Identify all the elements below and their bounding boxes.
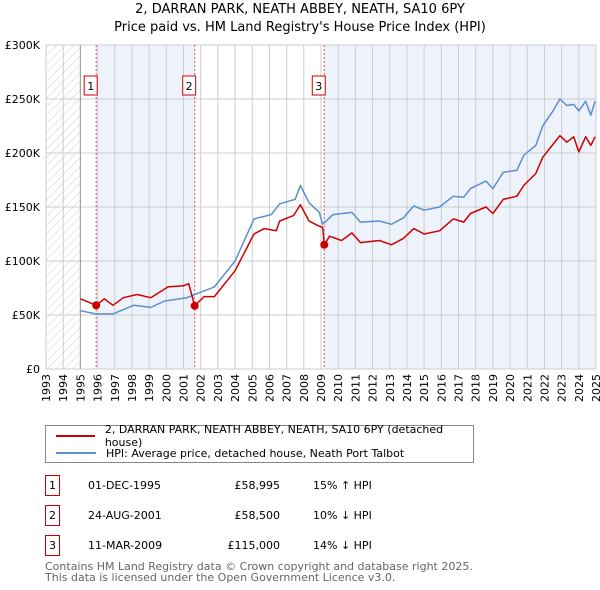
sale-label-box: [182, 75, 197, 96]
property-price-line: [80, 134, 596, 307]
sale-hpi-diff: 14% ↓ HPI: [313, 539, 372, 552]
x-tick-label: 1999: [143, 374, 156, 402]
sale-row: 2 24-AUG-2001 £58,500 10% ↓ HPI: [45, 505, 465, 526]
sale-price: £58,500: [234, 509, 281, 522]
x-tick-label: 2020: [504, 374, 517, 402]
x-tick-label: 1998: [126, 374, 139, 402]
sale-hpi-diff: 15% ↑ HPI: [313, 479, 372, 492]
x-tick-label: 2023: [556, 374, 569, 402]
x-tick-label: 2006: [263, 374, 276, 402]
footer-licence: This data is licensed under the Open Gov…: [45, 571, 396, 584]
x-tick-label: 2024: [573, 374, 586, 402]
x-tick-label: 2011: [349, 374, 362, 402]
chart-subtitle: Price paid vs. HM Land Registry's House …: [114, 20, 486, 35]
x-tick-label: 2008: [298, 374, 311, 402]
x-tick-label: 1995: [74, 374, 87, 402]
x-tick-label: 1997: [109, 374, 122, 402]
sale-label: 2: [186, 80, 193, 93]
x-tick-label: 2010: [332, 374, 345, 402]
y-tick-label: £200K: [5, 147, 41, 160]
legend-swatch-red: [56, 435, 95, 437]
y-tick-label: £300K: [5, 39, 41, 52]
x-tick-label: 2005: [246, 374, 259, 402]
sale-row: 3 11-MAR-2009 £115,000 14% ↓ HPI: [45, 535, 465, 556]
y-tick-label: £100K: [5, 255, 41, 268]
sale-point: [320, 240, 329, 249]
x-tick-label: 2013: [384, 374, 397, 402]
sale-date: 24-AUG-2001: [88, 509, 162, 522]
legend-item-property: 2, DARRAN PARK, NEATH ABBEY, NEATH, SA10…: [56, 423, 473, 449]
sale-date: 11-MAR-2009: [88, 539, 163, 552]
footer-copyright: Contains HM Land Registry data © Crown c…: [45, 560, 473, 573]
x-tick-label: 1996: [92, 374, 105, 402]
x-tick-label: 2025: [590, 374, 600, 402]
legend-item-hpi: HPI: Average price, detached house, Neat…: [56, 445, 404, 461]
y-tick-label: £150K: [5, 201, 41, 214]
sale-label-box: [311, 75, 326, 96]
x-tick-label: 2001: [178, 374, 191, 402]
x-tick-label: 2007: [281, 374, 294, 402]
sale-date: 01-DEC-1995: [88, 479, 162, 492]
sale-price: £58,995: [234, 479, 281, 492]
x-tick-label: 2009: [315, 374, 328, 402]
y-tick-label: £250K: [5, 93, 41, 106]
x-tick-label: 2003: [212, 374, 225, 402]
x-tick-label: 2016: [435, 374, 448, 402]
sale-label: 1: [87, 80, 94, 93]
x-tick-label: 2015: [418, 374, 431, 402]
sale-point: [92, 301, 101, 310]
legend-label: HPI: Average price, detached house, Neat…: [106, 446, 405, 460]
x-tick-label: 2004: [229, 374, 242, 402]
sale-number: 1: [45, 475, 60, 496]
x-tick-label: 2000: [160, 374, 173, 402]
legend-label: 2, DARRAN PARK, NEATH ABBEY, NEATH, SA10…: [104, 423, 444, 449]
y-tick-label: £0: [26, 363, 40, 376]
x-tick-label: 2021: [521, 374, 534, 402]
x-tick-label: 2017: [453, 374, 466, 402]
legend-swatch-blue: [56, 452, 96, 454]
x-tick-label: 2012: [367, 374, 380, 402]
sale-point: [190, 301, 199, 310]
sale-label: 3: [315, 80, 322, 93]
x-tick-label: 2014: [401, 374, 414, 402]
chart-title: 2, DARRAN PARK, NEATH ABBEY, NEATH, SA10…: [135, 2, 465, 17]
sale-price: £115,000: [227, 539, 281, 552]
x-tick-label: 2022: [538, 374, 551, 402]
sale-label-box: [83, 75, 98, 96]
x-tick-label: 1993: [40, 374, 53, 402]
price-chart: 1993 1994 1995 1996 1997 1998 1999 2000 2001 2002…: [5, 39, 600, 402]
x-tick-label: 2019: [487, 374, 500, 402]
plot-frame: [45, 44, 597, 370]
sale-number: 3: [45, 535, 60, 556]
x-tick-label: 2002: [195, 374, 208, 402]
sale-row: 1 01-DEC-1995 £58,995 15% ↑ HPI: [45, 475, 465, 496]
legend: 2, DARRAN PARK, NEATH ABBEY, NEATH, SA10…: [45, 423, 474, 463]
y-tick-label: £50K: [12, 309, 41, 322]
hpi-line: [80, 98, 596, 315]
sale-number: 2: [45, 505, 60, 526]
x-tick-label: 1994: [57, 374, 70, 402]
sale-hpi-diff: 10% ↓ HPI: [313, 509, 372, 522]
x-tick-label: 2018: [470, 374, 483, 402]
